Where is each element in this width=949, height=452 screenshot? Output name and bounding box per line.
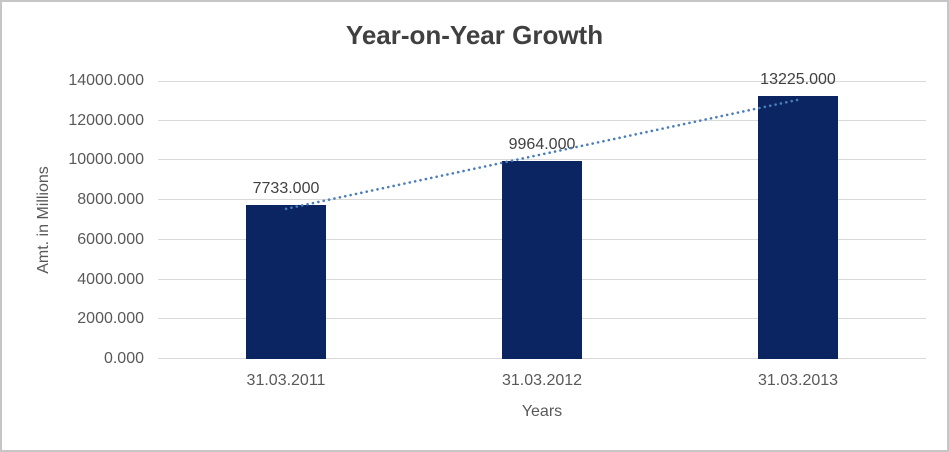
data-label: 13225.000	[760, 71, 836, 88]
data-label: 9964.000	[508, 136, 576, 153]
x-tick-label: 31.03.2012	[501, 372, 583, 389]
bar-31.03.2012	[502, 161, 582, 359]
x-tick-label: 31.03.2011	[246, 372, 326, 389]
bar-31.03.2011	[246, 205, 326, 359]
x-tick-label: 31.03.2013	[757, 372, 839, 389]
y-tick-label: 6000.000	[77, 231, 144, 248]
y-tick-label: 10000.000	[68, 151, 144, 168]
category-slot: 13225.000	[670, 71, 926, 359]
category-slot: 7733.000	[158, 81, 414, 359]
y-tick-label: 0.000	[103, 350, 144, 367]
data-label: 7733.000	[252, 180, 320, 197]
bar-31.03.2013	[758, 96, 838, 359]
category-slot: 9964.000	[414, 81, 670, 359]
chart-title: Year-on-Year Growth	[345, 20, 604, 50]
y-tick-label: 2000.000	[77, 310, 144, 327]
y-tick-label: 8000.000	[77, 191, 144, 208]
x-axis-title: Years	[521, 403, 563, 420]
y-tick-label: 4000.000	[77, 271, 144, 288]
x-axis-ticks: 31.03.2011 31.03.2012 31.03.2013	[158, 371, 926, 391]
y-tick-label: 12000.000	[68, 112, 144, 129]
gridline	[158, 81, 926, 82]
y-axis-ticks: 0.000 2000.000 4000.000 6000.000 8000.000 100…	[2, 72, 144, 367]
y-tick-label: 14000.000	[68, 72, 144, 89]
plot-area: 7733.000 9964.000 13225.000	[158, 71, 926, 359]
